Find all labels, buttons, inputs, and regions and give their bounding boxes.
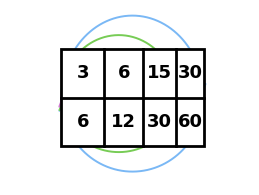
Text: 60: 60 bbox=[177, 113, 203, 131]
Text: 30: 30 bbox=[177, 64, 203, 82]
Text: 12: 12 bbox=[111, 113, 136, 131]
Text: 6: 6 bbox=[117, 64, 130, 82]
Text: 3: 3 bbox=[76, 64, 89, 82]
Text: 30: 30 bbox=[147, 113, 172, 131]
Text: 6: 6 bbox=[76, 113, 89, 131]
FancyBboxPatch shape bbox=[61, 49, 204, 146]
Text: 15: 15 bbox=[147, 64, 172, 82]
